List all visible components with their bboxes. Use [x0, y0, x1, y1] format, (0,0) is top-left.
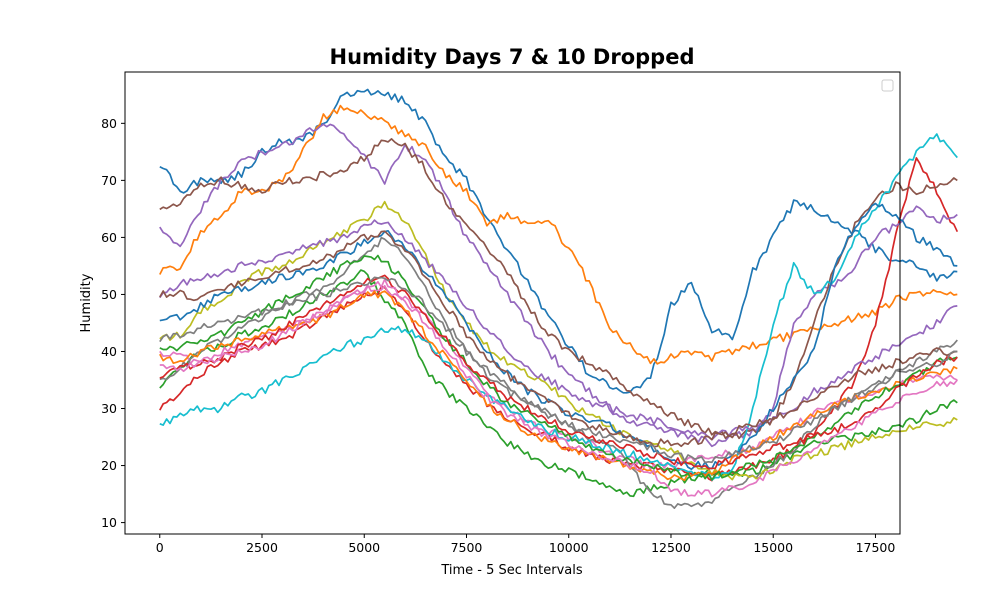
- y-tick-label: 80: [101, 116, 117, 131]
- series-line-5: [159, 123, 958, 448]
- y-tick-label: 40: [101, 344, 117, 359]
- y-tick-label: 10: [101, 515, 117, 530]
- series-line-14: [159, 274, 958, 470]
- y-tick-label: 60: [101, 230, 117, 245]
- series-line-1: [159, 88, 958, 394]
- chart-title: Humidity Days 7 & 10 Dropped: [330, 45, 695, 69]
- series-line-3: [159, 269, 958, 498]
- x-tick-label: 2500: [246, 540, 278, 555]
- x-axis-label: Time - 5 Sec Intervals: [440, 563, 582, 578]
- x-tick-label: 17500: [856, 540, 896, 555]
- series-line-9: [159, 200, 958, 481]
- series-line-15: [159, 219, 958, 441]
- series-line-8: [159, 236, 958, 509]
- x-tick-label: 0: [156, 540, 164, 555]
- plot-frame: [124, 71, 901, 535]
- series-line-16: [159, 230, 958, 448]
- x-tick-label: 15000: [753, 540, 793, 555]
- series-line-17: [159, 278, 958, 498]
- series-line-18: [159, 276, 958, 464]
- y-axis-ticks: 10 20 30 40 50 60 70 80: [101, 116, 125, 530]
- y-axis-label: Humidity: [79, 273, 94, 332]
- y-tick-label: 20: [101, 458, 117, 473]
- x-tick-label: 5000: [348, 540, 380, 555]
- y-tick-label: 70: [101, 173, 117, 188]
- x-tick-label: 12500: [651, 540, 691, 555]
- series-line-12: [159, 290, 958, 482]
- series-layer: [159, 88, 959, 509]
- x-tick-label: 7500: [451, 540, 483, 555]
- y-tick-label: 30: [101, 401, 117, 416]
- series-line-6: [159, 138, 958, 440]
- x-axis-ticks: 0 2500 5000 7500 10000 12500 15000 17500: [156, 534, 896, 555]
- x-tick-label: 10000: [549, 540, 589, 555]
- legend-box: [881, 79, 894, 92]
- y-tick-label: 50: [101, 287, 117, 302]
- series-line-2: [159, 104, 958, 365]
